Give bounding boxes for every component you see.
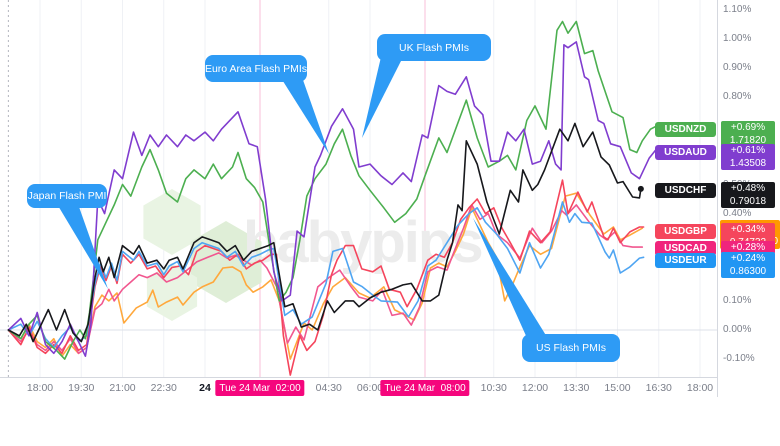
annotation-euro-area-flash-pmis[interactable]: Euro Area Flash PMIs: [205, 55, 307, 82]
watermark-hexagon: [143, 189, 201, 255]
session-date-badge: Tue 24 Mar 08:00: [380, 380, 470, 396]
time-axis[interactable]: 18:00 19:30 21:00 22:30 24 Tue 24 Mar 02:00 04…: [0, 377, 780, 398]
symbol-pill-USDGBP[interactable]: USDGBP: [655, 223, 716, 239]
price-axis[interactable]: 1.10%1.00%0.90%0.80%0.50%0.40%0.10%0.00%…: [717, 0, 780, 397]
price-label-USDEUR: +0.24% 0.86300: [721, 252, 775, 279]
time-tick-label: 18:00: [686, 382, 714, 394]
price-tick-label: 0.90%: [723, 62, 752, 74]
price-line-USDCAD: [7, 204, 644, 355]
time-tick-label: 22:30: [150, 382, 177, 394]
price-tick-label: 0.80%: [723, 91, 752, 103]
time-tick-label: 06:00: [356, 382, 384, 394]
time-tick-label: 13:30: [563, 382, 590, 394]
time-tick-label: 18:00: [26, 382, 54, 394]
price-tick-label: -0.10%: [723, 353, 755, 365]
time-tick-label: 12:00: [521, 382, 549, 394]
price-tick-label: 1.00%: [723, 33, 752, 44]
session-date-badge: Tue 24 Mar 02:00: [215, 380, 305, 396]
chart-plot[interactable]: babypips Japan Flash PMI Euro Area Flash…: [0, 0, 717, 377]
footer: TradingView: [0, 397, 780, 446]
annotation-tail: [362, 57, 402, 138]
last-price-dot: [637, 185, 644, 192]
time-tick-label: 04:30: [315, 382, 342, 394]
symbol-pill-USDAUD[interactable]: USDAUD: [655, 144, 716, 160]
price-line-USDAUD: [7, 41, 657, 358]
price-tick-label: 0.10%: [723, 294, 752, 306]
price-line-USDCHF: [7, 122, 642, 343]
price-tick-label: 1.10%: [723, 3, 752, 15]
time-tick-label: 24: [199, 382, 211, 394]
watermark-hexagon: [190, 221, 262, 303]
annotation-tail: [281, 78, 329, 154]
price-label-USDAUD: +0.61% 1.43508: [721, 144, 775, 171]
time-tick-label: 21:00: [109, 382, 136, 394]
annotation-tail: [57, 204, 108, 289]
price-tick-label: 0.40%: [723, 207, 752, 219]
symbol-pill-USDNZD[interactable]: USDNZD: [655, 121, 716, 137]
symbol-pill-USDCAD[interactable]: USDCAD: [655, 241, 716, 257]
watermark-text: babypips: [243, 210, 482, 275]
price-tick-label: 0.00%: [723, 324, 752, 335]
time-tick-label: 15:00: [604, 382, 631, 394]
annotation-japan-flash-pmi[interactable]: Japan Flash PMI: [27, 184, 107, 208]
annotation-us-flash-pmis[interactable]: US Flash PMIs: [522, 334, 620, 362]
annotation-tail: [473, 218, 547, 338]
time-tick-label: 19:30: [68, 382, 95, 394]
price-line-USDNZD: [7, 20, 657, 360]
price-label-USDNZD: +0.69% 1.71820: [721, 121, 775, 148]
price-label-USDCAD: +0.28%: [721, 240, 775, 254]
time-tick-label: 10:30: [480, 382, 507, 394]
time-tick-label: 16:30: [645, 382, 672, 394]
symbol-pill-USDEUR[interactable]: USDEUR: [655, 252, 716, 268]
symbol-pill-USDCHF[interactable]: USDCHF: [655, 182, 716, 198]
chart-canvas[interactable]: babypips: [0, 0, 717, 377]
annotation-uk-flash-pmis[interactable]: UK Flash PMIs: [377, 34, 491, 61]
price-label-USDCHF: +0.48% 0.79018: [721, 182, 775, 209]
